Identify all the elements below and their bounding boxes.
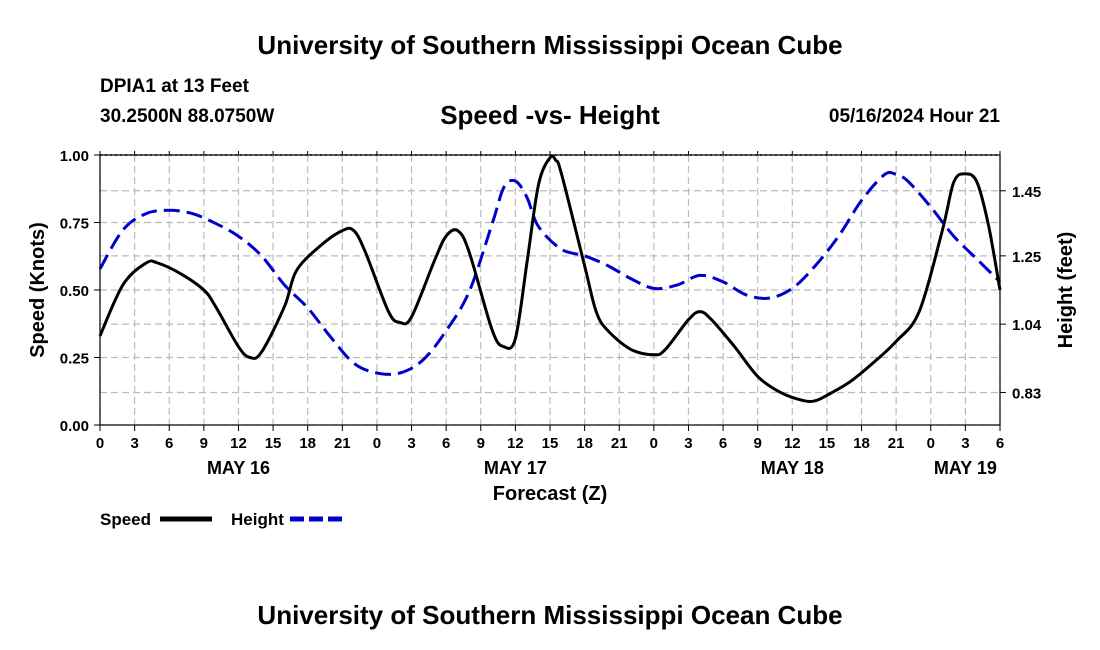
legend: Speed Height xyxy=(100,510,342,529)
y-tick-label: 1.00 xyxy=(60,148,89,165)
legend-label-height: Height xyxy=(231,510,284,529)
ticks xyxy=(94,151,1006,431)
y-tick-label: 0.25 xyxy=(60,351,89,368)
x-tick-label: 18 xyxy=(853,435,870,452)
y2-tick-label: 1.04 xyxy=(1012,317,1042,334)
x-tick-label: 12 xyxy=(784,435,801,452)
x-tick-label: 0 xyxy=(650,435,658,452)
day-label: MAY 19 xyxy=(934,458,997,478)
x-tick-label: 0 xyxy=(373,435,381,452)
y2-tick-label: 1.45 xyxy=(1012,184,1041,201)
x-tick-label: 15 xyxy=(819,435,836,452)
coordinates-label: 30.2500N 88.0750W xyxy=(100,106,275,127)
x-tick-label: 3 xyxy=(961,435,969,452)
x-tick-label: 6 xyxy=(996,435,1004,452)
y2-axis-title: Height (feet) xyxy=(1055,232,1077,349)
datetime-label: 05/16/2024 Hour 21 xyxy=(828,106,1000,127)
bottom-title: University of Southern Mississippi Ocean… xyxy=(257,600,843,630)
x-tick-label: 0 xyxy=(96,435,104,452)
x-tick-label: 18 xyxy=(299,435,316,452)
x-tick-label: 21 xyxy=(888,435,905,452)
grid xyxy=(99,154,1001,426)
y2-tick-label: 1.25 xyxy=(1012,249,1041,266)
speed-series-line xyxy=(98,154,1002,404)
x-tick-label: 18 xyxy=(576,435,593,452)
y-tick-label: 0.00 xyxy=(60,418,89,435)
x-tick-label: 9 xyxy=(477,435,485,452)
x-tick-label: 6 xyxy=(719,435,727,452)
x-tick-label: 3 xyxy=(407,435,415,452)
x-tick-label: 12 xyxy=(230,435,247,452)
y-tick-label: 0.75 xyxy=(60,216,89,233)
series-layer xyxy=(98,154,1002,404)
x-tick-label: 6 xyxy=(165,435,173,452)
x-tick-label: 9 xyxy=(200,435,208,452)
y2-tick-label: 0.83 xyxy=(1012,385,1041,402)
x-axis-title: Forecast (Z) xyxy=(493,483,607,505)
x-tick-label: 6 xyxy=(442,435,450,452)
x-tick-label: 15 xyxy=(265,435,282,452)
legend-label-speed: Speed xyxy=(100,510,151,529)
y-axis-title: Speed (Knots) xyxy=(27,222,49,358)
y-tick-label: 0.50 xyxy=(60,283,89,300)
x-tick-label: 0 xyxy=(927,435,935,452)
x-tick-label: 12 xyxy=(507,435,524,452)
chart-title: Speed -vs- Height xyxy=(440,100,660,130)
axis-labels: 0 3 6 9 12 15 18 21 0 3 6 9 12 15 18 21 0 3 6 9 12 15 18 21 0 3 6 0… xyxy=(27,148,1077,505)
x-tick-label: 9 xyxy=(754,435,762,452)
x-tick-label: 3 xyxy=(684,435,692,452)
x-tick-label: 3 xyxy=(130,435,138,452)
x-tick-label: 21 xyxy=(334,435,351,452)
day-label: MAY 18 xyxy=(761,458,824,478)
top-title: University of Southern Mississippi Ocean… xyxy=(257,30,843,60)
height-series-line xyxy=(98,170,1002,376)
x-tick-label: 15 xyxy=(542,435,559,452)
station-label: DPIA1 at 13 Feet xyxy=(100,76,249,97)
day-label: MAY 16 xyxy=(207,458,270,478)
day-label: MAY 17 xyxy=(484,458,547,478)
x-tick-label: 21 xyxy=(611,435,628,452)
